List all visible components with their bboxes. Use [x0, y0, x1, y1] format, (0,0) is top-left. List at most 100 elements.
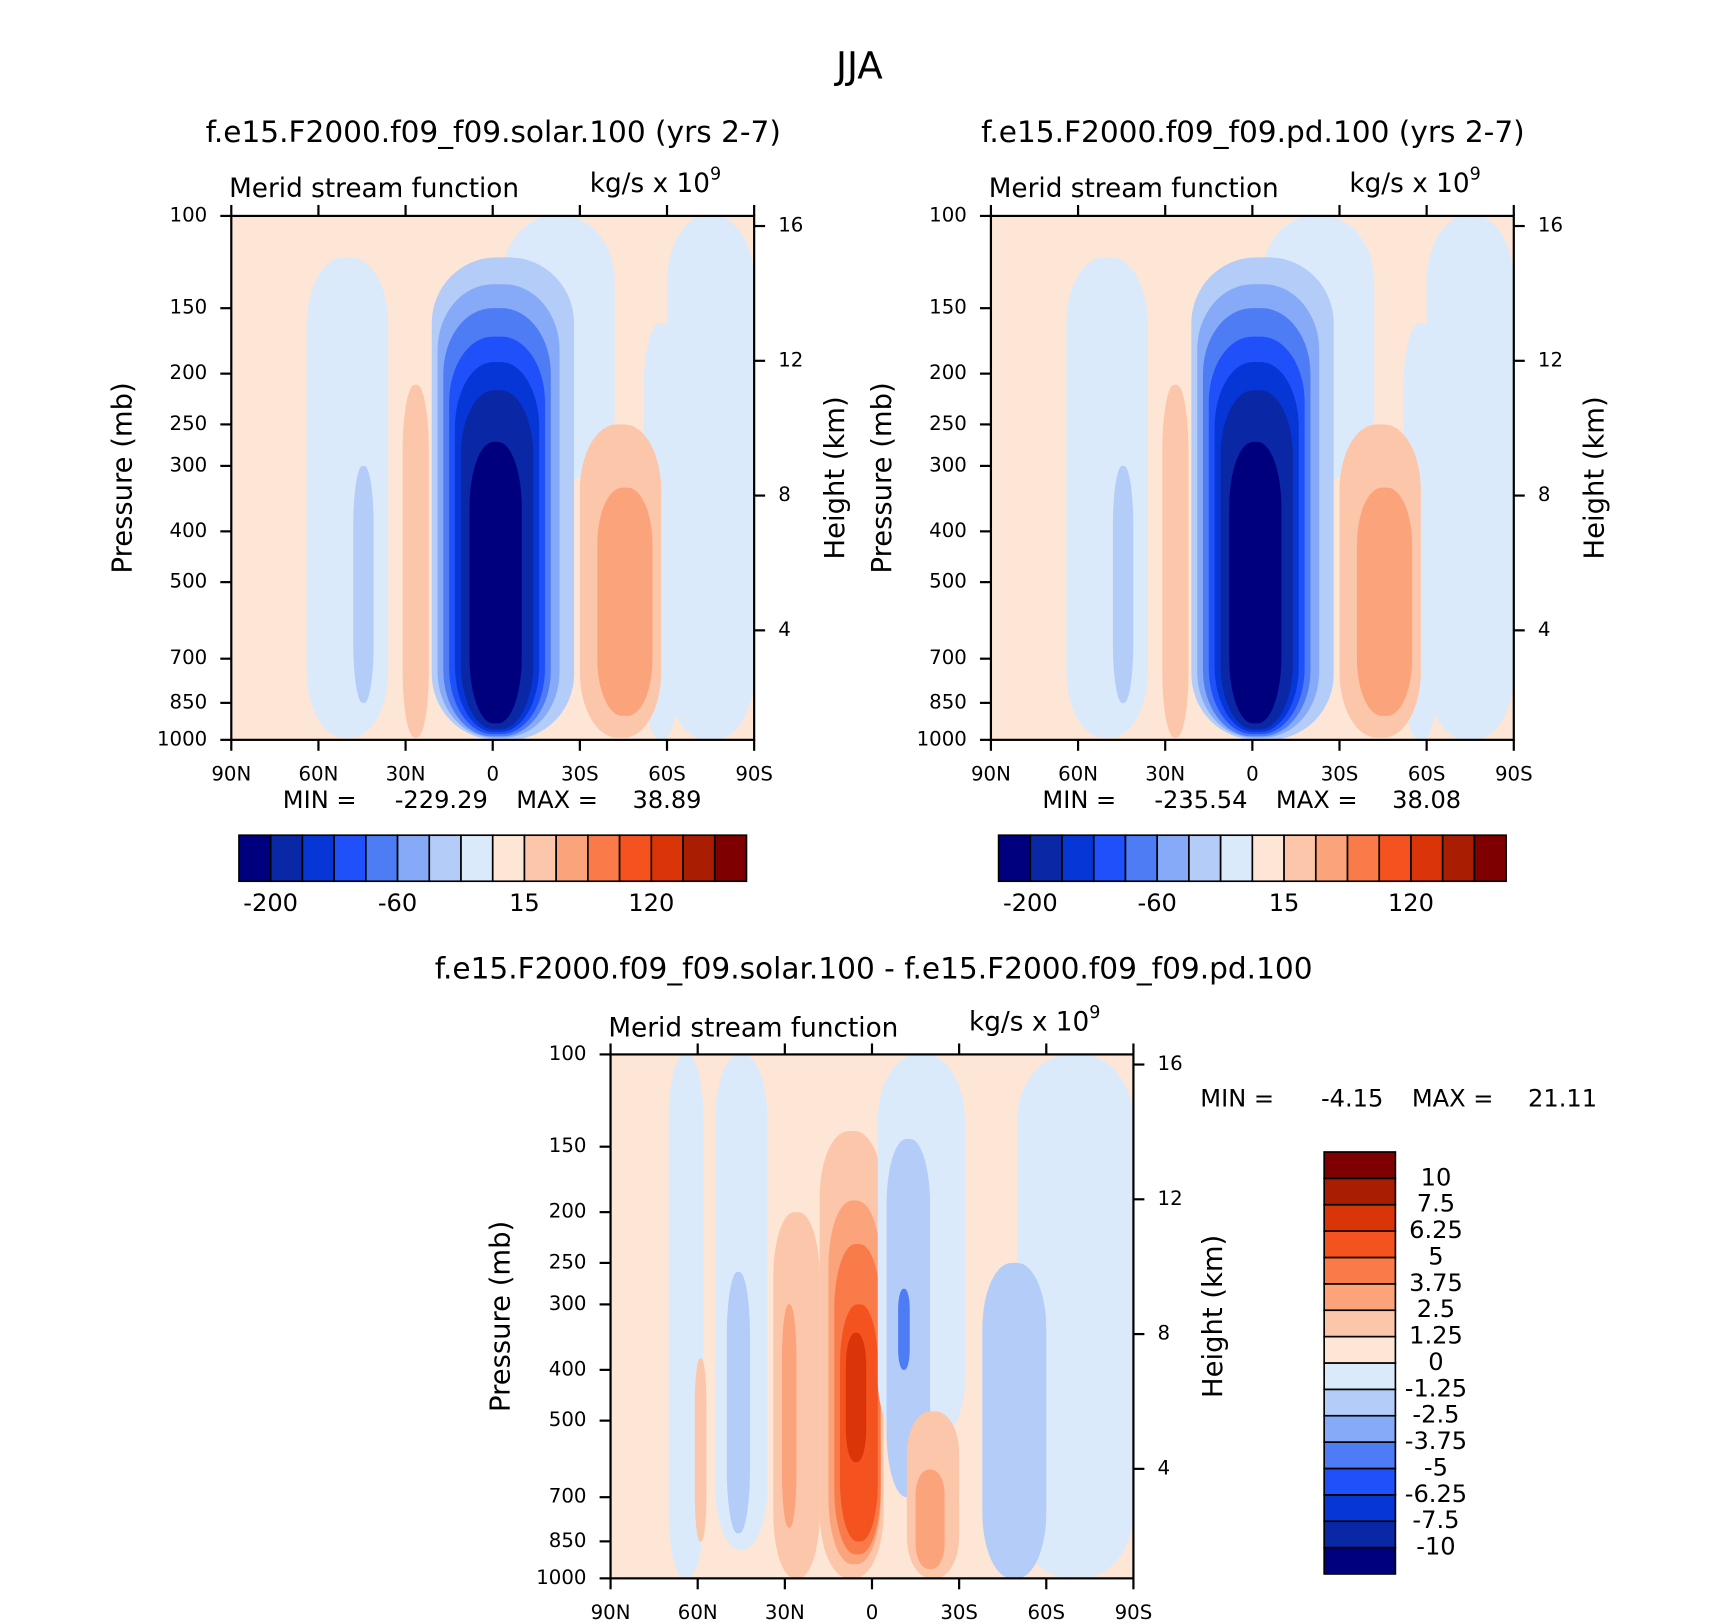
- y-tick-label: 400: [170, 519, 208, 542]
- contour-field: [990, 215, 1514, 740]
- colorbar-box: [1323, 1441, 1397, 1470]
- contour-fill: [1229, 441, 1282, 724]
- panel-subtitle: Merid stream function: [989, 174, 1279, 204]
- max-label: MAX =: [1276, 786, 1358, 814]
- contour-fill: [982, 1262, 1047, 1579]
- contour-field: [610, 1054, 1134, 1579]
- y-tick-label: 150: [549, 1134, 587, 1157]
- panel-title: f.e15.F2000.f09_f09.solar.100 - f.e15.F2…: [435, 952, 1313, 986]
- colorbar-box: [1323, 1388, 1397, 1417]
- colorbar-label: -60: [1137, 889, 1176, 917]
- colorbar-box: [269, 834, 304, 883]
- colorbar-box: [428, 834, 462, 883]
- y-tick-label: 500: [170, 570, 208, 593]
- contour-fill: [1426, 215, 1514, 740]
- y-tick-label: 400: [549, 1357, 587, 1380]
- colorbar-box: [1251, 834, 1285, 883]
- colorbar-box: [1061, 834, 1095, 883]
- contour-fill: [353, 465, 374, 703]
- contour-fill: [915, 1469, 945, 1570]
- colorbar-box: [682, 834, 716, 883]
- colorbar-box: [238, 834, 272, 883]
- contour-fill: [1017, 1054, 1134, 1579]
- x-tick-label: 0: [866, 1601, 879, 1620]
- colorbar-label: 15: [509, 889, 540, 917]
- y2-tick-label: 12: [778, 348, 803, 371]
- colorbar-box: [618, 834, 653, 883]
- colorbar-label: 120: [1388, 889, 1434, 917]
- y-tick-label: 200: [549, 1200, 587, 1223]
- y-tick-label: 1000: [157, 727, 207, 750]
- y-tick-label: 200: [170, 361, 208, 384]
- contour-fill: [726, 1271, 750, 1534]
- y-tick-label: 100: [929, 203, 967, 226]
- colorbar-box: [1323, 1494, 1397, 1523]
- x-tick-label: 90N: [211, 762, 251, 785]
- colorbar-box: [1323, 1309, 1397, 1338]
- y2-tick-label: 8: [778, 483, 791, 506]
- contour-fill: [1162, 384, 1189, 738]
- max-value: 21.11: [1528, 1084, 1597, 1112]
- units: kg/s x 109: [590, 164, 721, 198]
- y-tick-label: 250: [929, 412, 967, 435]
- x-tick-label: 0: [486, 762, 499, 785]
- colorbar-label: -5: [1424, 1453, 1448, 1481]
- colorbar-box: [1323, 1151, 1397, 1180]
- y-tick-label: 1000: [536, 1566, 586, 1589]
- y2-axis-label: Height (km): [820, 396, 851, 559]
- colorbar-box: [301, 834, 335, 883]
- colorbar-label: 7.5: [1417, 1190, 1455, 1218]
- panel-subtitle: Merid stream function: [608, 1014, 898, 1044]
- y-tick-label: 400: [929, 519, 967, 542]
- colorbar-box: [1323, 1283, 1397, 1312]
- panel-title: f.e15.F2000.f09_f09.solar.100 (yrs 2-7): [206, 115, 781, 149]
- y2-tick-label: 8: [1538, 483, 1551, 506]
- x-tick-label: 90S: [1115, 1601, 1153, 1620]
- colorbar-box: [1323, 1256, 1397, 1285]
- y2-tick-label: 16: [1158, 1052, 1183, 1075]
- colorbar-label: -6.25: [1405, 1480, 1467, 1508]
- colorbar-box: [1323, 1520, 1397, 1549]
- y-axis-label: Pressure (mb): [486, 1221, 517, 1412]
- contour-fill: [845, 1332, 867, 1463]
- y-tick-label: 850: [170, 690, 208, 713]
- colorbar-box: [1314, 834, 1349, 883]
- colorbar-box: [491, 834, 526, 883]
- contour-fill: [597, 487, 653, 716]
- contour-fill: [1112, 465, 1134, 703]
- figure-title: JJA: [834, 43, 883, 87]
- colorbar-label: 1.25: [1409, 1322, 1463, 1350]
- colorbar-box: [587, 834, 621, 883]
- colorbar-box: [460, 834, 494, 883]
- units-exponent: 9: [1470, 164, 1481, 184]
- x-tick-label: 30S: [561, 762, 599, 785]
- colorbar-box: [396, 834, 431, 883]
- y2-tick-label: 16: [778, 214, 803, 237]
- y-tick-label: 700: [170, 646, 208, 669]
- x-tick-label: 60N: [678, 1601, 718, 1620]
- colorbar-label: -2.5: [1412, 1401, 1459, 1429]
- min-value: -229.29: [395, 786, 488, 814]
- y-tick-label: 700: [549, 1485, 587, 1508]
- colorbar-box: [1323, 1335, 1397, 1364]
- x-tick-label: 30S: [940, 1601, 978, 1620]
- colorbar-box: [1029, 834, 1063, 883]
- colorbar-label: -1.25: [1405, 1374, 1467, 1402]
- y-axis-label: Pressure (mb): [867, 382, 898, 573]
- y-tick-label: 200: [929, 361, 967, 384]
- y-tick-label: 250: [170, 412, 208, 435]
- y2-tick-label: 12: [1538, 348, 1563, 371]
- colorbar-label: 3.75: [1409, 1269, 1463, 1297]
- contour-fill: [898, 1288, 910, 1370]
- units: kg/s x 109: [1349, 164, 1480, 198]
- colorbar-box: [650, 834, 684, 883]
- colorbar-box: [365, 834, 399, 883]
- x-tick-label: 60S: [1408, 762, 1446, 785]
- contour-fill: [694, 1358, 707, 1542]
- colorbar-box: [333, 834, 367, 883]
- colorbar-label: -7.5: [1412, 1506, 1459, 1534]
- colorbar-box: [1092, 834, 1127, 883]
- y-tick-label: 300: [549, 1292, 587, 1315]
- colorbar-box: [1323, 1546, 1397, 1575]
- colorbar-box: [1219, 834, 1254, 883]
